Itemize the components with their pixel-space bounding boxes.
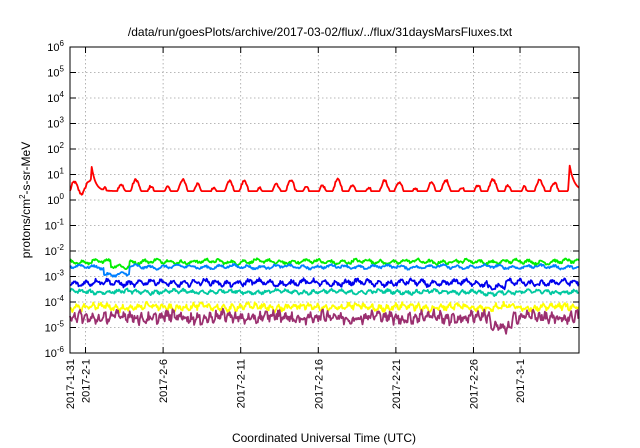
y-tick-label: 105	[47, 65, 64, 80]
y-tick-labels: 10-6 10-5 10-4 10-3 10-2 10-1 100 101 102 103 104 1…	[45, 39, 65, 360]
series-line	[69, 287, 580, 298]
grid-lines	[69, 46, 579, 354]
y-tick-label: 100	[47, 192, 64, 207]
x-tick-label: 2017-3-1	[515, 359, 527, 403]
series-layer	[69, 164, 580, 335]
x-tick-labels: 2017-1-31 2017-2-1 2017-2-6 2017-2-11 2017-2…	[65, 359, 527, 409]
y-tick-label: 106	[47, 39, 64, 54]
plot-frame	[69, 46, 580, 354]
x-tick-label: 2017-2-16	[313, 359, 325, 409]
y-tick-label: 101	[47, 167, 64, 182]
y-tick-label: 10-2	[45, 243, 65, 258]
x-tick-label: 2017-2-1	[81, 359, 93, 403]
y-tick-label: 104	[47, 90, 64, 105]
y-tick-label: 10-4	[45, 294, 65, 309]
series-line	[69, 307, 580, 335]
y-axis-label: protons/cm2-s-sr-MeV	[18, 142, 33, 258]
x-axis-label: Coordinated Universal Time (UTC)	[232, 431, 416, 445]
y-tick-label: 10-6	[45, 345, 65, 360]
series-line	[69, 257, 580, 271]
x-tick-label: 2017-2-6	[158, 359, 170, 403]
x-tick-label: 2017-2-26	[468, 359, 480, 409]
x-tick-label: 2017-2-11	[236, 359, 248, 408]
y-tick-label: 10-1	[45, 218, 65, 233]
chart-title: /data/run/goesPlots/archive/2017-03-02/f…	[128, 25, 513, 39]
series-line	[69, 300, 580, 314]
series-line	[69, 164, 580, 196]
x-tick-label: 2017-2-21	[391, 359, 403, 409]
y-tick-label: 10-3	[45, 269, 65, 284]
y-tick-label: 102	[47, 141, 64, 156]
series-line	[69, 277, 580, 291]
y-tick-label: 10-5	[45, 320, 65, 335]
y-tick-label: 103	[47, 116, 64, 131]
x-tick-label: 2017-1-31	[65, 359, 77, 409]
series-line	[69, 262, 580, 278]
